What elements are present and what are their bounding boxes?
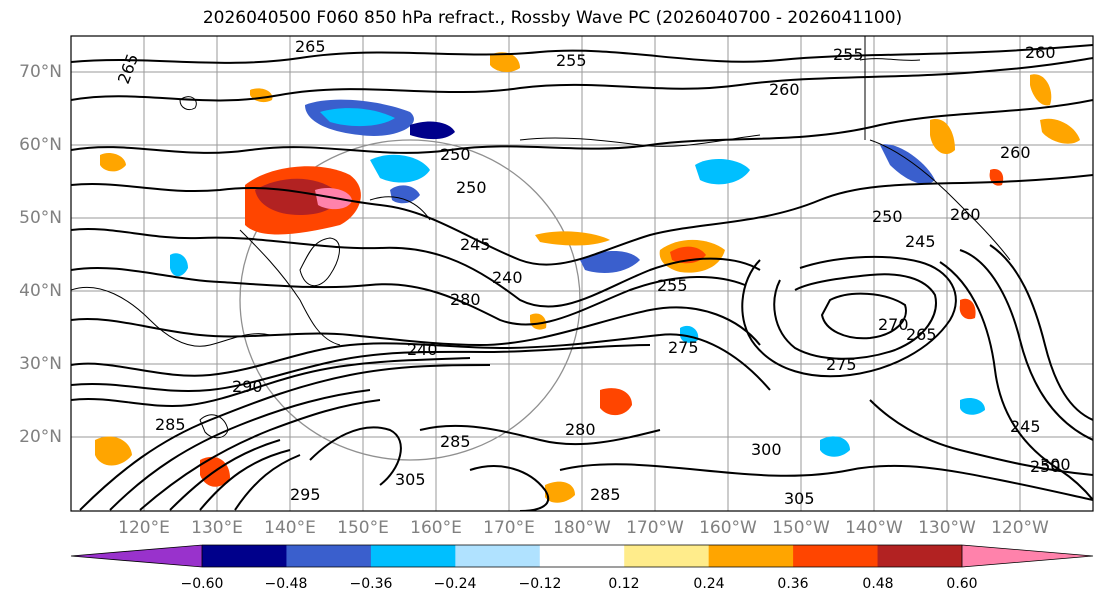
contour-label: 285: [590, 485, 621, 504]
contour-label: 245: [1010, 417, 1041, 436]
contour-label: 240: [492, 268, 523, 287]
contour-label: 260: [769, 80, 800, 99]
colorbar-tick-label: −0.12: [518, 576, 562, 592]
lat-tick-label: 30°N: [19, 354, 62, 374]
colorbar-tick-label: 0.12: [608, 576, 640, 592]
colorbar-extend-low: [71, 545, 202, 567]
lat-tick-label: 40°N: [19, 281, 62, 301]
colorbar-tick-label: −0.48: [264, 576, 308, 592]
colorbar-tick-label: 0.24: [693, 576, 725, 592]
lon-tick-label: 140°W: [845, 518, 903, 538]
colorbar-segment: [202, 545, 287, 567]
contour-label: 300: [751, 440, 782, 459]
colorbar-segment: [793, 545, 879, 567]
contour-label: 250: [440, 145, 471, 164]
colorbar-segment: [877, 545, 963, 567]
contour-label: 305: [784, 489, 815, 508]
contour-label: 245: [905, 232, 936, 251]
contour-label: 300: [1040, 455, 1071, 474]
contour-label: 260: [1000, 143, 1031, 162]
contour-label: 260: [950, 205, 981, 224]
colorbar-outline: [70, 544, 1094, 568]
lat-tick-label: 70°N: [19, 62, 62, 82]
colorbar-tick-label: −0.24: [433, 576, 477, 592]
lon-tick-label: 130°W: [918, 518, 976, 538]
lon-tick-label: 180°W: [553, 518, 611, 538]
contour-label: 290: [232, 377, 263, 396]
lon-tick-label: 170°W: [626, 518, 684, 538]
contour-label: 250: [1030, 457, 1061, 476]
colorbar-segment: [708, 545, 794, 567]
colorbar-tick-label: −0.36: [349, 576, 393, 592]
contour-label: 270: [878, 315, 909, 334]
contour-label: 275: [826, 355, 857, 374]
contour-label: 265: [295, 37, 326, 56]
colorbar-extend-high: [962, 545, 1093, 567]
lat-tick-label: 50°N: [19, 208, 62, 228]
lon-tick-label: 150°W: [772, 518, 830, 538]
contour-label: 285: [440, 432, 471, 451]
lat-tick-label: 60°N: [19, 135, 62, 155]
colorbar-tick-label: −0.60: [180, 576, 224, 592]
colorbar-segment: [370, 545, 456, 567]
colorbar: [70, 544, 1094, 568]
lon-tick-label: 160°W: [699, 518, 757, 538]
contour-label: 245: [460, 235, 491, 254]
plot-frame: [70, 35, 1094, 512]
lat-tick-label: 20°N: [19, 427, 62, 447]
lon-tick-label: 130°E: [191, 518, 243, 538]
lon-tick-label: 150°E: [337, 518, 389, 538]
colorbar-segment: [624, 545, 710, 567]
lon-tick-label: 140°E: [264, 518, 316, 538]
lon-tick-label: 170°E: [483, 518, 535, 538]
contour-label: 250: [456, 178, 487, 197]
contour-label: 250: [872, 207, 903, 226]
contour-labels: 265 265 255 255 260 260 250 250 250 245 …: [114, 37, 1071, 508]
coastlines: [71, 36, 1011, 439]
colorbar-segment: [286, 545, 372, 567]
map-title: 2026040500 F060 850 hPa refract., Rossby…: [202, 8, 903, 28]
graticule: [71, 36, 1093, 511]
colorbar-segment: [455, 545, 541, 567]
contour-label: 260: [1025, 43, 1056, 62]
contour-label: 295: [290, 485, 321, 504]
contour-label: 255: [657, 276, 688, 295]
contour-label: 275: [668, 338, 699, 357]
lon-tick-label: 120°W: [991, 518, 1049, 538]
refractivity-contours: [71, 44, 1093, 511]
contour-label: 285: [155, 415, 186, 434]
contour-label: 255: [556, 51, 587, 70]
colorbar-tick-label: 0.60: [946, 576, 978, 592]
colorbar-tick-label: 0.36: [777, 576, 809, 592]
colorbar-segment: [539, 545, 625, 567]
contour-label: 265: [906, 325, 937, 344]
contour-label: 255: [833, 45, 864, 64]
contour-label: 240: [407, 340, 438, 359]
lon-tick-label: 120°E: [118, 518, 170, 538]
contour-label: 280: [565, 420, 596, 439]
contour-label: 305: [395, 470, 426, 489]
contour-label: 280: [450, 290, 481, 309]
colorbar-tick-label: 0.48: [862, 576, 894, 592]
lon-tick-label: 160°E: [410, 518, 462, 538]
